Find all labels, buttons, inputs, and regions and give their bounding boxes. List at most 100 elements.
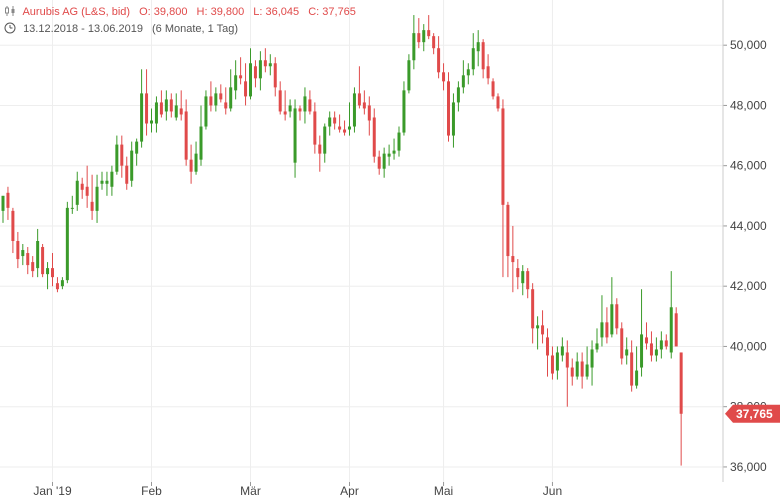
candle-body	[194, 153, 198, 172]
candle-body	[679, 352, 683, 414]
candle-body	[41, 247, 45, 275]
candle-body	[580, 361, 584, 377]
candle-body	[471, 48, 475, 70]
candle-body	[338, 126, 342, 130]
candle-body	[362, 102, 366, 109]
candle-body	[348, 126, 351, 130]
candle-body	[184, 111, 188, 160]
candle-body	[427, 30, 431, 37]
candle-body	[447, 81, 450, 136]
candle-body	[105, 180, 109, 184]
candle-body	[610, 304, 614, 335]
candle-body	[496, 96, 500, 109]
x-tick-label: Mär	[240, 484, 261, 498]
candle-body	[536, 325, 540, 329]
candle-body	[70, 207, 74, 209]
last-price-badge: 37,765	[725, 404, 780, 423]
candle-body	[432, 36, 436, 49]
candlestick-icon	[5, 6, 15, 16]
chart-header: Aurubis AG (L&S, bid) O: 39,800 H: 39,80…	[4, 5, 362, 18]
open-value: O: 39,800	[139, 6, 188, 18]
candle-body	[239, 75, 243, 79]
candle-body	[189, 159, 193, 172]
candle-body	[115, 144, 119, 172]
candle-body	[150, 120, 153, 124]
candle-body	[595, 343, 599, 350]
candle-body	[620, 328, 624, 359]
candle-body	[46, 268, 50, 275]
clock-icon	[4, 22, 16, 34]
candle-body	[298, 108, 302, 112]
candle-body	[125, 165, 129, 184]
candle-body	[367, 105, 371, 121]
candle-body	[204, 96, 208, 127]
candle-body	[357, 93, 361, 106]
candle-body	[674, 313, 678, 347]
candle-body	[328, 117, 332, 127]
date-range: 13.12.2018 - 13.06.2019	[23, 23, 143, 35]
low-value: L: 36,045	[253, 6, 300, 18]
candle-body	[585, 364, 589, 377]
high-value: H: 39,800	[196, 6, 245, 18]
candle-body	[323, 126, 327, 154]
candle-body	[244, 81, 248, 97]
y-tick-label: 50,000	[730, 38, 767, 52]
candle-body	[511, 256, 515, 263]
candle-body	[625, 349, 629, 356]
candle-body	[565, 352, 569, 368]
candle-body	[392, 150, 396, 154]
candle-body	[417, 33, 421, 43]
candle-body	[16, 241, 20, 260]
last-price-badge-shape	[725, 404, 780, 423]
x-tick-label: Feb	[141, 484, 162, 498]
candle-body	[224, 102, 228, 109]
candle-body	[253, 66, 257, 79]
candle-body	[397, 132, 401, 151]
candle-body	[343, 129, 347, 133]
candle-body	[550, 355, 554, 374]
candle-body	[546, 337, 549, 356]
candle-body	[51, 268, 54, 278]
candle-body	[402, 90, 406, 133]
candle-body	[75, 180, 79, 205]
candle-body	[263, 60, 267, 67]
candle-body	[640, 334, 644, 368]
candle-body	[555, 352, 559, 371]
candle-body	[174, 105, 178, 118]
candle-body	[422, 30, 426, 43]
close-value: C: 37,765	[308, 6, 356, 18]
candle-body	[209, 96, 213, 106]
candle-body	[60, 280, 64, 287]
candle-body	[541, 325, 545, 335]
candle-body	[659, 340, 663, 350]
candle-body	[645, 337, 648, 344]
candle-body	[258, 60, 262, 79]
candle-body	[234, 75, 238, 91]
candle-body	[486, 66, 490, 79]
candle-body	[65, 207, 69, 281]
candle-body	[140, 93, 144, 142]
candle-body	[669, 307, 673, 353]
candle-body	[451, 102, 455, 136]
y-tick-label: 42,000	[730, 279, 767, 293]
candle-body	[268, 63, 272, 67]
candles	[1, 15, 683, 466]
candle-body	[283, 111, 287, 115]
chart-period: 13.12.2018 - 13.06.2019 (6 Monate, 1 Tag…	[4, 22, 244, 35]
x-tick-label: Apr	[340, 484, 359, 498]
candle-body	[164, 99, 168, 112]
candle-body	[412, 33, 416, 61]
candle-body	[11, 210, 15, 241]
candle-body	[85, 186, 89, 196]
candle-body	[615, 304, 619, 329]
candle-body	[31, 262, 35, 272]
candle-body	[352, 93, 356, 127]
candle-body	[575, 361, 579, 377]
candle-body	[159, 102, 163, 115]
candle-body	[278, 90, 282, 112]
candle-body	[526, 271, 530, 290]
candle-body	[605, 322, 609, 338]
candle-body	[318, 144, 322, 154]
y-tick-label: 40,000	[730, 339, 767, 353]
candle-body	[219, 93, 223, 100]
